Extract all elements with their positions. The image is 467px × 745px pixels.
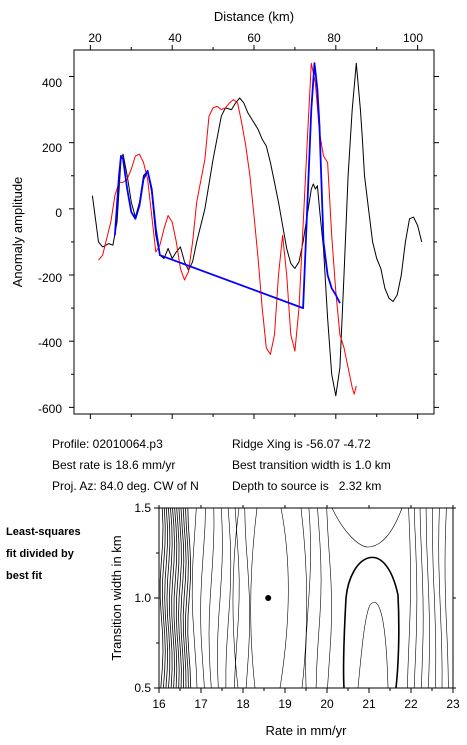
contour-line (305, 507, 311, 689)
contour-line (234, 507, 240, 689)
contour-axis-ticks (154, 505, 456, 693)
projection-azimuth-label: Proj. Az: 84.0 deg. CW of N (52, 479, 199, 493)
profile-label: Profile: 02010064.p3 (52, 437, 163, 451)
contour-line (217, 507, 223, 689)
contour-note-line-1: Least-squares (6, 526, 81, 538)
x-tick-label-40: 40 (168, 31, 182, 45)
contour-x-tick-19: 19 (278, 697, 292, 711)
contour-line (225, 507, 232, 688)
y-tick-label-400: 400 (42, 76, 62, 90)
contour-line (185, 507, 189, 689)
ridge-xing-label: Ridge Xing is -56.07 -4.72 (232, 437, 371, 451)
y-tick-label-0: 0 (55, 206, 62, 220)
contour-line (164, 507, 169, 689)
contour-arc (342, 597, 347, 689)
contour-x-axis-label: Rate in mm/yr (266, 723, 348, 738)
contour-x-tick-21: 21 (362, 697, 376, 711)
y-axis-label: Anomaly amplitude (10, 177, 25, 288)
contour-note-line-3: best fit (6, 570, 43, 582)
contour-arc (232, 507, 240, 689)
contour-x-tick-16: 16 (152, 697, 166, 711)
best-width-label: Best transition width is 1.0 km (232, 458, 391, 472)
contour-line (200, 507, 206, 689)
contour-arc (345, 556, 400, 689)
contour-line (175, 507, 180, 689)
contour-line (413, 507, 418, 689)
contour-x-tick-20: 20 (320, 697, 334, 711)
y-tick-label-minus-200: -200 (38, 271, 62, 285)
contour-x-tick-22: 22 (404, 697, 418, 711)
contour-line (244, 507, 251, 689)
contour-arc (357, 601, 389, 689)
contour-line (438, 507, 443, 689)
x-tick-label-100: 100 (403, 31, 423, 45)
best-fit-marker (265, 595, 272, 601)
contour-line (315, 507, 322, 689)
contour-line (182, 507, 187, 689)
contour-line (187, 507, 192, 689)
contour-note: Least-squares fit divided by best fit (6, 521, 106, 587)
contour-line (326, 507, 332, 689)
fit-window-line (114, 62, 341, 309)
model-anomaly-line (98, 62, 357, 395)
contour-line (159, 507, 164, 689)
contour-line (161, 507, 166, 689)
contour-arc (300, 507, 308, 689)
contour-line (191, 507, 198, 689)
misfit-contour-chart: 16 17 18 19 20 21 22 23 1.5 1.0 0.5 Rate… (109, 501, 460, 738)
contour-line (419, 507, 424, 689)
y-tick-label-minus-600: -600 (38, 402, 62, 416)
x-tick-label-20: 20 (88, 31, 102, 45)
contour-y-axis-label: Transition width in km (109, 535, 124, 660)
contour-line (425, 507, 430, 689)
anomaly-chart: Distance (km) Anomaly amplitude 20 40 60… (10, 9, 439, 419)
contour-x-tick-18: 18 (236, 697, 250, 711)
contour-line (178, 507, 182, 689)
contour-y-tick-1-5: 1.5 (134, 501, 151, 515)
contour-y-tick-0-5: 0.5 (134, 681, 151, 695)
contour-x-tick-23: 23 (446, 697, 460, 711)
x-tick-label-60: 60 (247, 31, 261, 45)
contour-line (166, 507, 171, 689)
contour-line (180, 507, 185, 688)
contour-arc (331, 507, 403, 548)
contour-line (432, 507, 437, 689)
contour-frame (158, 507, 454, 689)
contour-line (407, 507, 411, 689)
x-tick-label-80: 80 (327, 31, 341, 45)
contour-line (173, 507, 178, 689)
x-axis-label: Distance (km) (214, 9, 294, 24)
best-rate-label: Best rate is 18.6 mm/yr (52, 458, 176, 472)
source-depth-label: Depth to source is 2.32 km (232, 479, 382, 493)
contour-line (444, 507, 449, 689)
contour-y-tick-1-0: 1.0 (134, 591, 151, 605)
contour-x-tick-17: 17 (194, 697, 208, 711)
contour-line (168, 507, 173, 689)
contour-line (208, 507, 215, 689)
contour-note-line-2: fit divided by (6, 548, 74, 560)
observed-anomaly-line (91, 62, 423, 397)
contour-line (171, 507, 175, 689)
contour-lines (159, 507, 449, 689)
axis-ticks (69, 45, 439, 419)
series-group (91, 62, 423, 397)
contour-arc (279, 507, 289, 689)
contour-arc (250, 507, 258, 689)
plot-frame (73, 49, 435, 415)
y-tick-label-minus-400: -400 (38, 336, 62, 350)
y-tick-label-200: 200 (42, 141, 62, 155)
